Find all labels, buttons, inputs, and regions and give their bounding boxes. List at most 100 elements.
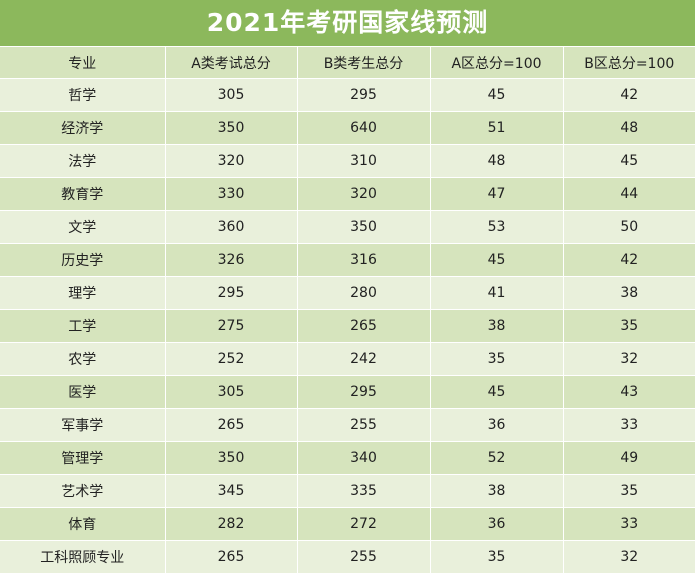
cell-b-single: 33	[563, 507, 695, 541]
table-row: 工学 275 265 38 35	[0, 309, 695, 343]
cell-a-total: 252	[165, 342, 298, 376]
table-row: 历史学 326 316 45 42	[0, 243, 695, 277]
table-row: 农学 252 242 35 32	[0, 342, 695, 376]
cell-b-total: 272	[297, 507, 431, 541]
cell-a-single: 45	[430, 243, 564, 277]
cell-b-total: 340	[297, 441, 431, 475]
cell-major: 艺术学	[0, 474, 166, 508]
cell-b-single: 45	[563, 144, 695, 178]
cell-a-single: 45	[430, 375, 564, 409]
cell-major: 法学	[0, 144, 166, 178]
cell-a-single: 53	[430, 210, 564, 244]
cell-major: 工科照顾专业	[0, 540, 166, 574]
cell-a-total: 305	[165, 78, 298, 112]
cell-b-single: 35	[563, 474, 695, 508]
table-row: 管理学 350 340 52 49	[0, 441, 695, 475]
table-body: 哲学 305 295 45 42 经济学 350 640 51 48 法学 320 310 48 45 教育学…	[0, 78, 695, 574]
cell-b-single: 33	[563, 408, 695, 442]
header-major: 专业	[0, 47, 166, 79]
cell-a-single: 36	[430, 507, 564, 541]
header-a-single: A区总分=100	[430, 47, 564, 79]
cell-major: 医学	[0, 375, 166, 409]
table-row: 体育 282 272 36 33	[0, 507, 695, 541]
cell-major: 管理学	[0, 441, 166, 475]
cell-b-total: 316	[297, 243, 431, 277]
cell-b-single: 42	[563, 243, 695, 277]
header-b-single: B区总分=100	[563, 47, 695, 79]
table-row: 法学 320 310 48 45	[0, 144, 695, 178]
cell-a-single: 38	[430, 474, 564, 508]
cell-a-single: 47	[430, 177, 564, 211]
cell-a-total: 275	[165, 309, 298, 343]
cell-major: 历史学	[0, 243, 166, 277]
cell-b-total: 265	[297, 309, 431, 343]
cell-b-total: 320	[297, 177, 431, 211]
cell-a-single: 35	[430, 342, 564, 376]
cell-b-single: 38	[563, 276, 695, 310]
cell-a-total: 282	[165, 507, 298, 541]
cell-major: 理学	[0, 276, 166, 310]
cell-a-total: 320	[165, 144, 298, 178]
cell-b-total: 255	[297, 540, 431, 574]
cell-b-total: 295	[297, 375, 431, 409]
cell-b-single: 32	[563, 342, 695, 376]
table-header-row: 专业 A类考试总分 B类考生总分 A区总分=100 B区总分=100	[0, 47, 695, 79]
cell-b-single: 35	[563, 309, 695, 343]
table-row: 文学 360 350 53 50	[0, 210, 695, 244]
cell-b-total: 350	[297, 210, 431, 244]
cell-a-total: 265	[165, 540, 298, 574]
table-row: 教育学 330 320 47 44	[0, 177, 695, 211]
cell-major: 工学	[0, 309, 166, 343]
cell-major: 文学	[0, 210, 166, 244]
cell-a-total: 360	[165, 210, 298, 244]
cell-major: 体育	[0, 507, 166, 541]
cell-a-single: 38	[430, 309, 564, 343]
cell-major: 哲学	[0, 78, 166, 112]
cell-a-single: 41	[430, 276, 564, 310]
cell-a-total: 330	[165, 177, 298, 211]
cell-b-single: 48	[563, 111, 695, 145]
header-a-total: A类考试总分	[165, 47, 298, 79]
table-row: 理学 295 280 41 38	[0, 276, 695, 310]
cell-a-single: 35	[430, 540, 564, 574]
cell-major: 农学	[0, 342, 166, 376]
cell-b-single: 44	[563, 177, 695, 211]
cell-b-single: 43	[563, 375, 695, 409]
cell-b-total: 242	[297, 342, 431, 376]
cell-b-total: 255	[297, 408, 431, 442]
table-row: 医学 305 295 45 43	[0, 375, 695, 409]
header-b-total: B类考生总分	[297, 47, 431, 79]
cell-a-total: 350	[165, 111, 298, 145]
cell-a-total: 345	[165, 474, 298, 508]
cell-b-single: 42	[563, 78, 695, 112]
score-table: 专业 A类考试总分 B类考生总分 A区总分=100 B区总分=100 哲学 305…	[0, 47, 695, 574]
cell-b-total: 310	[297, 144, 431, 178]
cell-a-single: 48	[430, 144, 564, 178]
cell-b-total: 295	[297, 78, 431, 112]
table-row: 哲学 305 295 45 42	[0, 78, 695, 112]
table-row: 艺术学 345 335 38 35	[0, 474, 695, 508]
table-row: 经济学 350 640 51 48	[0, 111, 695, 145]
cell-major: 经济学	[0, 111, 166, 145]
cell-b-single: 32	[563, 540, 695, 574]
cell-a-single: 52	[430, 441, 564, 475]
cell-a-total: 350	[165, 441, 298, 475]
cell-b-total: 280	[297, 276, 431, 310]
cell-major: 军事学	[0, 408, 166, 442]
table-row: 军事学 265 255 36 33	[0, 408, 695, 442]
cell-b-total: 640	[297, 111, 431, 145]
cell-b-single: 49	[563, 441, 695, 475]
cell-major: 教育学	[0, 177, 166, 211]
cell-b-total: 335	[297, 474, 431, 508]
cell-a-total: 305	[165, 375, 298, 409]
table-row: 工科照顾专业 265 255 35 32	[0, 540, 695, 574]
cell-a-single: 51	[430, 111, 564, 145]
page-title: 2021年考研国家线预测	[0, 0, 695, 47]
cell-b-single: 50	[563, 210, 695, 244]
cell-a-single: 45	[430, 78, 564, 112]
cell-a-total: 265	[165, 408, 298, 442]
cell-a-single: 36	[430, 408, 564, 442]
cell-a-total: 326	[165, 243, 298, 277]
cell-a-total: 295	[165, 276, 298, 310]
